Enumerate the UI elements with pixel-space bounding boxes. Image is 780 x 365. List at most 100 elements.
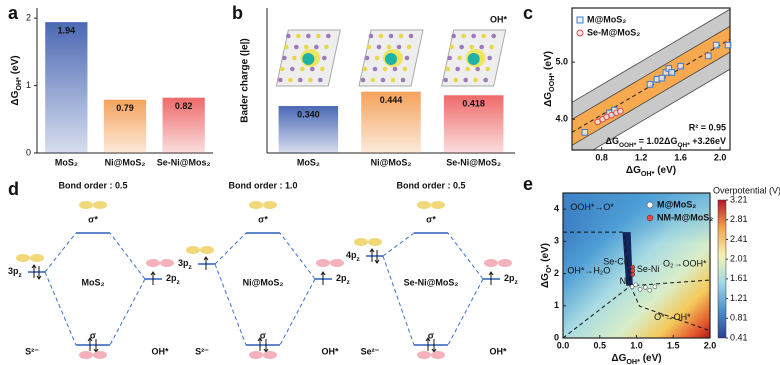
point-label: Se-Ni xyxy=(637,264,660,274)
label-part: 3p xyxy=(178,258,189,268)
atom xyxy=(481,33,486,39)
atom xyxy=(284,44,289,50)
value-label: 0.418 xyxy=(462,99,485,109)
orbital-lobe xyxy=(16,254,30,262)
point xyxy=(658,74,666,82)
label-part: ΔG xyxy=(10,90,21,105)
atom xyxy=(376,44,382,50)
atom xyxy=(453,77,458,83)
value-label: 0.340 xyxy=(297,109,320,119)
point xyxy=(617,107,624,115)
atom xyxy=(360,77,366,83)
x-tick-label: Se-Ni@Mos₂ xyxy=(157,157,211,167)
legend-marker xyxy=(576,29,584,37)
annotation: R² = 0.95 xyxy=(689,122,726,132)
y-tick-label: 5.0 xyxy=(555,57,568,67)
value-label: 0.79 xyxy=(116,103,134,113)
panel-label: d xyxy=(8,179,19,199)
correlation-line xyxy=(214,232,247,265)
label-part: 4p xyxy=(346,250,357,260)
point xyxy=(633,282,639,288)
label-part: z xyxy=(177,279,180,286)
atom xyxy=(382,66,388,72)
legend-marker xyxy=(646,214,654,222)
atom xyxy=(406,44,412,50)
colorbar-tick-label: 2.41 xyxy=(730,234,748,244)
atom xyxy=(372,66,378,72)
y-tick-label: 3 xyxy=(554,236,559,246)
structure-image xyxy=(275,29,341,87)
label-part: (eV) xyxy=(640,353,662,364)
label-part: ΔG xyxy=(540,273,551,288)
bar xyxy=(103,99,147,153)
legend-label: NM-M@MoS₂ xyxy=(657,212,713,222)
atom xyxy=(398,33,404,39)
center-label: MoS₂ xyxy=(82,277,105,287)
electron-head xyxy=(36,275,42,280)
point-label: Ni xyxy=(620,276,629,286)
charge-density xyxy=(467,53,480,65)
atom xyxy=(288,77,293,83)
atom xyxy=(473,77,478,83)
orbital-lobe xyxy=(431,201,445,209)
orbital-lobe xyxy=(368,238,382,246)
center-label: Ni@MoS₂ xyxy=(243,277,284,287)
orbital-lobe xyxy=(417,351,431,359)
atom xyxy=(471,33,476,39)
point xyxy=(594,118,601,126)
label-part: OH* xyxy=(14,77,23,91)
atom xyxy=(451,33,456,39)
atom xyxy=(457,55,462,61)
orbital-label: 2pz xyxy=(336,273,350,286)
atom xyxy=(390,77,396,83)
correlation-line xyxy=(279,232,316,280)
panel-label: e xyxy=(523,174,533,194)
label-part: OH* xyxy=(677,142,690,149)
orbital-label: σ xyxy=(90,330,96,340)
species-label: S²⁻ xyxy=(195,346,209,356)
atom xyxy=(475,66,480,72)
correlation-line xyxy=(279,278,316,346)
orbital-lobe xyxy=(484,259,498,267)
atom xyxy=(447,55,452,61)
structure-image xyxy=(358,29,424,87)
region-label: OH*→H₂O xyxy=(567,266,610,276)
electron-head xyxy=(488,271,494,276)
orbital-lobe xyxy=(186,246,200,254)
annotation: OH* xyxy=(490,14,508,24)
bond-order-title: Bond order : 0.5 xyxy=(396,180,465,190)
orbital-lobe xyxy=(263,351,277,359)
orbital-lobe xyxy=(200,246,214,254)
colorbar-tick-label: 1.61 xyxy=(730,273,748,283)
orbital-label: σ* xyxy=(426,214,436,224)
atom xyxy=(388,33,394,39)
orbital-lobe xyxy=(79,351,93,359)
annotation: ΔGOOH* = 1.02ΔGOH* +3.26eV xyxy=(605,136,726,149)
atom xyxy=(314,44,319,50)
panel-label: c xyxy=(523,3,533,23)
label-part: ΔG xyxy=(626,165,641,176)
orbital-label: σ* xyxy=(88,214,98,224)
correlation-line xyxy=(109,232,146,280)
atom xyxy=(366,44,372,50)
correlation-line xyxy=(214,263,247,346)
x-axis-label: ΔGOH* (eV) xyxy=(611,353,661,365)
label-part: ΔG xyxy=(605,136,618,146)
colorbar-tick-label: 1.21 xyxy=(730,293,748,303)
x-tick-label: 0.5 xyxy=(593,340,606,350)
atom xyxy=(298,77,303,83)
label-part: OOH* xyxy=(547,73,556,92)
y-tick-label: 4 xyxy=(554,203,559,213)
point xyxy=(643,285,648,290)
region-label: O₂→OOH* xyxy=(663,258,707,268)
boundary xyxy=(563,231,710,287)
x-tick-label: 0.8 xyxy=(595,152,608,162)
legend-marker xyxy=(576,16,584,24)
point xyxy=(646,81,654,88)
point xyxy=(668,69,676,76)
atom xyxy=(320,66,325,72)
correlation-line xyxy=(109,278,146,346)
atom xyxy=(463,77,468,83)
label-part: +3.26eV xyxy=(690,136,726,146)
